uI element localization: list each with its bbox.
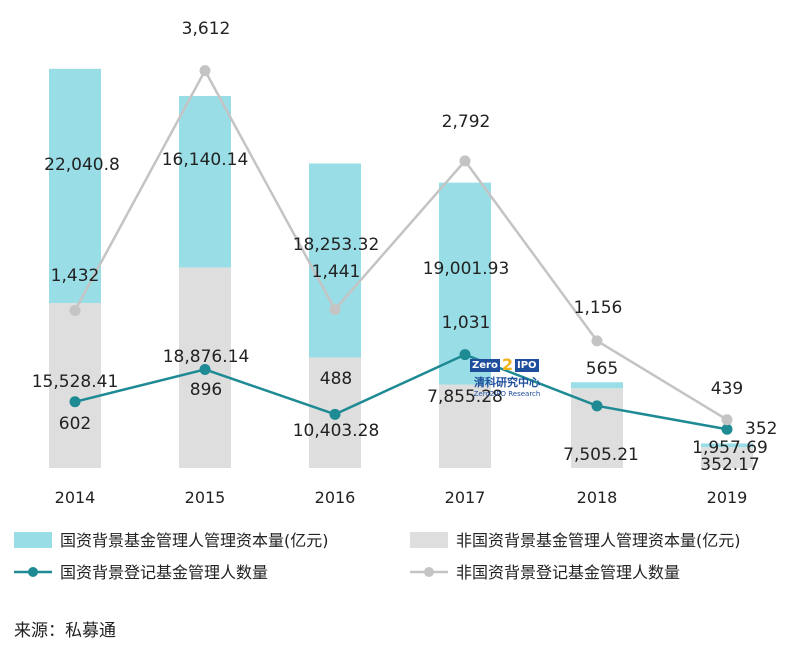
- zero2ipo-logo: Zero 2 IPO 清科研究中心 Zero2IPO Research: [470, 355, 544, 410]
- point-state-count-2019: [721, 423, 733, 435]
- label-state-capital-2019: 352.17: [700, 455, 759, 475]
- label-nonstate-count-2019: 439: [711, 379, 743, 399]
- bar-state-capital-2015: [179, 95, 231, 268]
- logo-zero: Zero: [470, 358, 500, 372]
- label-state-capital-2018: 565: [586, 359, 618, 379]
- point-nonstate-count-2017: [459, 155, 471, 167]
- label-nonstate-capital-2014: 15,528.41: [32, 372, 119, 392]
- label-nonstate-capital-2016: 10,403.28: [293, 421, 380, 441]
- label-nonstate-count-2018: 1,156: [574, 298, 623, 318]
- point-nonstate-count-2018: [591, 335, 603, 347]
- label-state-count-2014: 602: [59, 414, 91, 434]
- bar-nonstate-capital-2014: [49, 303, 101, 468]
- x-tick-2016: 2016: [315, 488, 356, 507]
- bar-state-capital-2014: [49, 68, 101, 304]
- labels-layer: 22,040.8 16,140.14 18,253.32 19,001.93 565 35…: [32, 19, 778, 475]
- bar-state-capital-2019: [701, 443, 753, 448]
- x-axis-ticks: 2014 2015 2016 2017 2018 2019: [55, 488, 748, 507]
- point-state-count-2018: [591, 400, 603, 412]
- label-nonstate-capital-2018: 7,505.21: [563, 445, 639, 465]
- legend-marker-nonstate-count: [424, 567, 434, 577]
- legend-swatch-nonstate-capital: [410, 532, 448, 548]
- source-note: 来源：私募通: [14, 621, 116, 641]
- logo-name-cn: 清科研究中心: [474, 376, 540, 389]
- label-state-capital-2016: 18,253.32: [293, 235, 380, 255]
- legend-label-state-capital: 国资背景基金管理人管理资本量(亿元): [60, 531, 329, 550]
- label-state-capital-2017: 19,001.93: [423, 259, 510, 279]
- line-nonstate-count: [73, 68, 728, 421]
- label-nonstate-count-2015: 3,612: [182, 19, 231, 39]
- legend-label-nonstate-count: 非国资背景登记基金管理人数量: [456, 563, 680, 582]
- label-state-count-2015: 896: [190, 380, 222, 400]
- point-nonstate-count-2014: [69, 304, 81, 316]
- x-tick-2018: 2018: [577, 488, 618, 507]
- point-nonstate-count-2019: [721, 414, 733, 426]
- label-nonstate-capital-2015: 18,876.14: [163, 347, 250, 367]
- label-state-count-2019: 352: [745, 419, 777, 439]
- point-nonstate-count-2015: [199, 65, 211, 77]
- legend-marker-state-count: [28, 567, 38, 577]
- point-nonstate-count-2016: [329, 303, 341, 315]
- point-state-count-2017: [459, 349, 471, 361]
- label-nonstate-capital-2017: 7,855.28: [427, 387, 503, 407]
- bar-state-capital-2018: [571, 382, 623, 389]
- label-state-capital-2014: 22,040.8: [44, 155, 120, 175]
- x-tick-2015: 2015: [185, 488, 226, 507]
- label-state-count-2017: 1,031: [442, 313, 491, 333]
- point-state-count-2016: [329, 408, 341, 420]
- x-tick-2017: 2017: [445, 488, 486, 507]
- label-nonstate-count-2017: 2,792: [442, 112, 491, 132]
- bars-layer: [49, 68, 753, 468]
- bar-state-capital-2016: [309, 163, 361, 358]
- line-state-count: [74, 353, 728, 431]
- bar-nonstate-capital-2017: [439, 384, 491, 468]
- label-state-count-2016: 488: [320, 369, 352, 389]
- bar-nonstate-capital-2019: [701, 447, 753, 468]
- label-nonstate-capital-2019: 1,957.69: [692, 438, 768, 458]
- logo-name-en: Zero2IPO Research: [473, 390, 541, 398]
- legend: 国资背景基金管理人管理资本量(亿元) 非国资背景基金管理人管理资本量(亿元) 国…: [14, 531, 741, 582]
- logo-two: 2: [501, 355, 513, 374]
- label-nonstate-count-2016: 1,441: [312, 262, 361, 282]
- point-state-count-2015: [199, 363, 211, 375]
- legend-label-state-count: 国资背景登记基金管理人数量: [60, 563, 268, 582]
- x-tick-2014: 2014: [55, 488, 96, 507]
- legend-label-nonstate-capital: 非国资背景基金管理人管理资本量(亿元): [456, 531, 741, 550]
- label-nonstate-count-2014: 1,432: [51, 266, 100, 286]
- x-tick-2019: 2019: [707, 488, 748, 507]
- point-state-count-2014: [69, 396, 81, 408]
- lines-layer: [69, 65, 733, 435]
- label-state-capital-2015: 16,140.14: [162, 150, 249, 170]
- legend-swatch-state-capital: [14, 532, 52, 548]
- logo-ipo: IPO: [514, 358, 539, 372]
